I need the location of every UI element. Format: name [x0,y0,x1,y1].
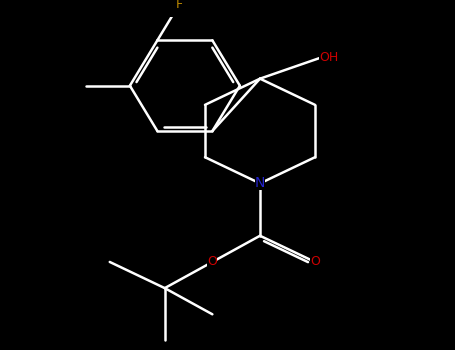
Text: O: O [310,256,320,268]
Text: F: F [176,0,183,10]
Text: OH: OH [319,51,338,64]
Text: O: O [207,256,217,268]
Text: N: N [255,176,265,190]
